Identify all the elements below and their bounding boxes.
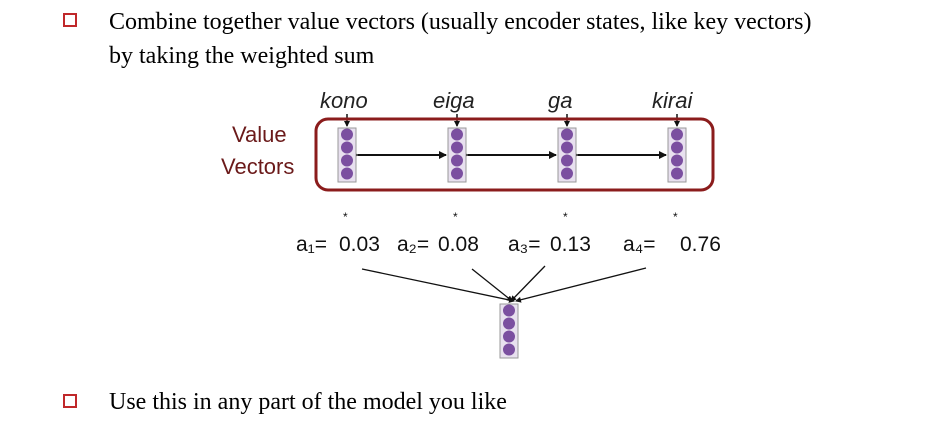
- weight-1-name: a₁=: [296, 233, 327, 256]
- weight-2-value: 0.08: [438, 233, 479, 256]
- bullet-marker-2: [63, 394, 77, 408]
- word-kirai: kirai: [652, 88, 693, 113]
- multiply-star-2: *: [453, 210, 458, 224]
- bullet-text-2: Use this in any part of the model you li…: [109, 389, 507, 415]
- converge-arrow-1: [361, 268, 515, 303]
- value-vectors-box: [314, 117, 715, 192]
- word-kono: kono: [320, 88, 368, 113]
- converge-arrow-3: [510, 265, 546, 302]
- weight-3-name: a₃=: [508, 233, 541, 256]
- bullet-marker-1: [63, 13, 77, 27]
- value-label-line2: Vectors: [221, 154, 294, 179]
- value-vector-ga: [557, 127, 577, 183]
- bullet-text-1-line2: by taking the weighted sum: [109, 43, 375, 69]
- word-ga: ga: [548, 88, 572, 113]
- weight-1-value: 0.03: [339, 233, 380, 256]
- multiply-star-4: *: [673, 210, 678, 224]
- value-vector-eiga: [447, 127, 467, 183]
- value-vector-kirai: [667, 127, 687, 183]
- output-vector: [499, 303, 519, 359]
- word-eiga: eiga: [433, 88, 475, 113]
- converge-arrow-4: [515, 267, 647, 303]
- multiply-star-1: *: [343, 210, 348, 224]
- weight-4-value: 0.76: [680, 233, 721, 256]
- weight-2-name: a₂=: [397, 233, 429, 256]
- weight-4-name: a₄=: [623, 233, 656, 256]
- weight-3-value: 0.13: [550, 233, 591, 256]
- value-label-line1: Value: [232, 122, 287, 147]
- bullet-text-1-line1: Combine together value vectors (usually …: [109, 9, 812, 35]
- value-vector-kono: [337, 127, 357, 183]
- multiply-star-3: *: [563, 210, 568, 224]
- converge-arrow-2: [471, 268, 513, 302]
